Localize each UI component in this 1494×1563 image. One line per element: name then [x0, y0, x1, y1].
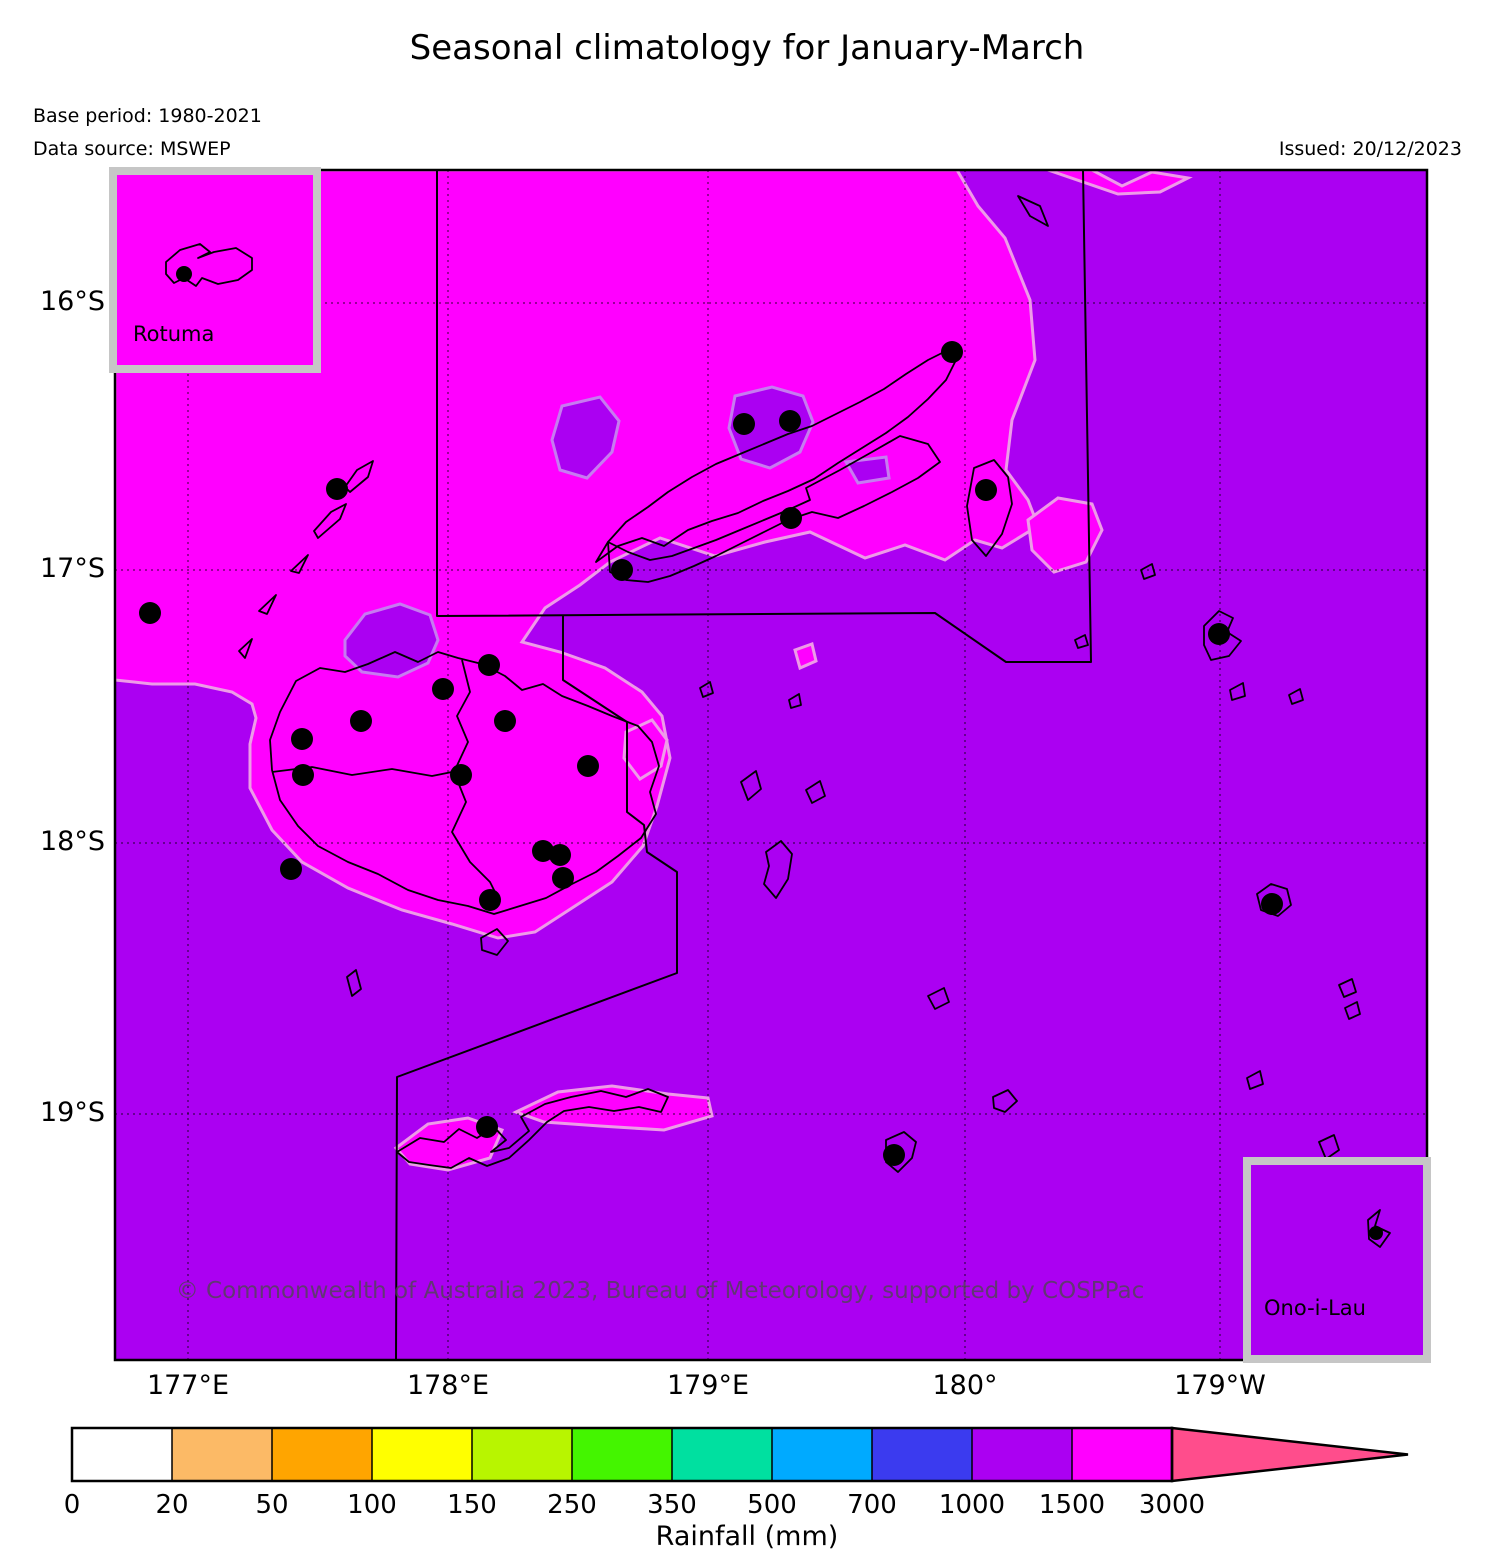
station-dot	[975, 479, 997, 501]
colorbar-tick-label: 700	[847, 1490, 897, 1520]
division-boundary	[436, 170, 1092, 663]
station-dot	[941, 341, 963, 363]
station-dot	[577, 755, 599, 777]
lon-tick-178e: 178°E	[406, 1370, 490, 1401]
rotuma-station-dot	[176, 266, 192, 282]
station-dot	[552, 867, 574, 889]
colorbar-tick-label: 250	[547, 1490, 597, 1520]
colorbar-tick-label: 1000	[938, 1490, 1006, 1520]
lat-tick-16s: 16°S	[40, 286, 105, 317]
division-boundary	[395, 616, 678, 1360]
station-dot	[139, 602, 161, 624]
rain-hole-purple	[843, 455, 891, 485]
station-dot	[292, 764, 314, 786]
colorbar-tick-label: 350	[647, 1490, 697, 1520]
rain-patch-magenta	[793, 642, 818, 671]
colorbar-tick-label: 3000	[1138, 1490, 1206, 1520]
inset-rotuma	[109, 167, 321, 373]
lon-tick-177e: 177°E	[146, 1370, 230, 1401]
colorbar-tick-label: 1500	[1038, 1490, 1106, 1520]
station-dot	[883, 1144, 905, 1166]
station-dot	[1261, 893, 1283, 915]
colorbar-tick-label: 50	[255, 1490, 289, 1520]
lon-tick-179e: 179°E	[666, 1370, 750, 1401]
rain-hole-purple	[727, 385, 815, 470]
rain-patch-magenta	[393, 1116, 505, 1172]
lon-tick-180: 180°	[932, 1370, 998, 1401]
lat-tick-19s: 19°S	[40, 1097, 105, 1128]
rain-hole-purple	[550, 395, 621, 480]
station-dot	[733, 413, 755, 435]
rain-hole-purple	[343, 602, 440, 679]
map-fill-layer	[115, 170, 1427, 1360]
colorbar-segment	[872, 1428, 972, 1481]
colorbar-axis-label: Rainfall (mm)	[655, 1521, 839, 1552]
colorbar-tick-label: 100	[347, 1490, 397, 1520]
colorbar-tick-label: 0	[63, 1490, 81, 1520]
colorbar-segment	[772, 1428, 872, 1481]
station-dot	[779, 410, 801, 432]
station-dot	[450, 764, 472, 786]
rain-zone-1500-3000	[115, 170, 1040, 940]
ono-island-outline	[1367, 1209, 1391, 1248]
station-dot	[494, 710, 516, 732]
colorbar-segment	[1072, 1428, 1172, 1481]
figure-title: Seasonal climatology for January-March	[409, 28, 1085, 68]
station-dot	[476, 1116, 498, 1138]
station-dot	[532, 840, 554, 862]
graticule	[115, 170, 1427, 1360]
inset-ono-label: Ono-i-Lau	[1264, 1296, 1366, 1320]
lat-tick-17s: 17°S	[40, 553, 105, 584]
colorbar	[70, 1426, 1409, 1483]
station-dot	[780, 507, 802, 529]
coastlines	[238, 195, 1361, 1173]
issued-label: Issued: 20/12/2023	[1278, 138, 1462, 160]
colorbar-segment	[672, 1428, 772, 1481]
data-source-label: Data source: MSWEP	[33, 138, 231, 160]
colorbar-tick-label: 150	[447, 1490, 497, 1520]
inset-rotuma-box	[109, 167, 321, 373]
colorbar-tick-label: 20	[155, 1490, 189, 1520]
station-dot	[350, 710, 372, 732]
inset-ono-box	[1243, 1157, 1431, 1363]
colorbar-outline	[70, 1426, 1174, 1483]
colorbar-segment	[272, 1428, 372, 1481]
station-dot	[291, 728, 313, 750]
lon-tick-179w: 179°W	[1174, 1370, 1266, 1401]
station-dot	[280, 858, 302, 880]
colorbar-segment	[572, 1428, 672, 1481]
colorbar-segment	[472, 1428, 572, 1481]
station-dot	[549, 844, 571, 866]
colorbar-segments	[72, 1428, 1172, 1481]
colorbar-separators	[171, 1428, 1073, 1481]
colorbar-overflow-arrow	[1170, 1426, 1409, 1483]
lat-tick-18s: 18°S	[40, 826, 105, 857]
station-dot	[611, 559, 633, 581]
station-dots	[139, 341, 1283, 1166]
station-dot	[479, 889, 501, 911]
rain-patch-magenta	[622, 718, 669, 781]
rain-patch-magenta	[512, 1084, 714, 1132]
colorbar-segment	[372, 1428, 472, 1481]
map-frame	[113, 168, 1429, 1362]
base-period-label: Base period: 1980-2021	[33, 105, 262, 127]
colorbar-segment	[172, 1428, 272, 1481]
inset-rotuma-label: Rotuma	[133, 322, 215, 346]
station-dot	[326, 478, 348, 500]
ono-station-dot	[1369, 1226, 1383, 1240]
station-dot	[478, 654, 500, 676]
colorbar-segment	[972, 1428, 1072, 1481]
rain-patch-magenta	[1026, 496, 1104, 574]
inset-ono-i-lau	[1243, 1157, 1431, 1363]
colorbar-segment	[72, 1428, 172, 1481]
colorbar-tick-label: 500	[747, 1490, 797, 1520]
copyright-notice: © Commonwealth of Australia 2023, Bureau…	[175, 1278, 1145, 1304]
station-dot	[432, 678, 454, 700]
station-dot	[1208, 623, 1230, 645]
